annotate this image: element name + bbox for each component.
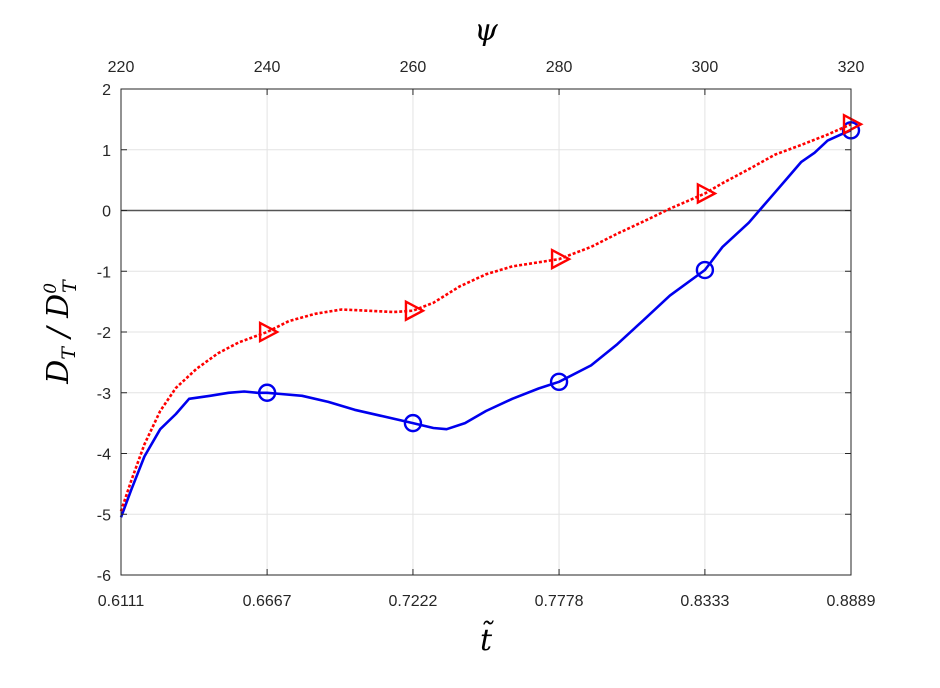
data-point <box>696 182 718 205</box>
y-title-main-2: D <box>41 294 76 319</box>
ticks: 0.6111 220 0.6667 240 0.7222 260 0.7778 280 0.83… <box>97 59 876 610</box>
x-tick-label: 0.8889 <box>827 593 876 610</box>
data-point <box>695 260 715 280</box>
series-1 <box>119 121 861 518</box>
x2-tick-label: 300 <box>692 59 719 76</box>
x-axis-title: t̃ <box>480 620 495 658</box>
y-tick-label: 2 <box>102 82 111 99</box>
data-point <box>550 248 572 271</box>
top-axis-title: ψ <box>474 13 498 48</box>
y-axis-title: DT / D0T <box>41 279 81 385</box>
y-tick-label: 1 <box>102 143 111 160</box>
data-point <box>549 372 569 392</box>
y-tick-label: 0 <box>102 204 111 221</box>
x-tick-label: 0.6111 <box>98 593 145 610</box>
x-tick-label: 0.7222 <box>388 593 437 610</box>
y-tick-label: -2 <box>97 325 111 342</box>
y-tick-label: -4 <box>97 447 111 464</box>
x-tick-label: 0.6667 <box>243 593 292 610</box>
y-tick-label: -3 <box>97 386 111 403</box>
x2-tick-label: 220 <box>108 59 135 76</box>
series-line <box>119 129 852 518</box>
data-point <box>258 321 280 343</box>
x2-tick-label: 320 <box>838 59 865 76</box>
data-point <box>257 383 277 402</box>
data-point <box>403 413 423 433</box>
y-title-sup: 0 <box>41 283 61 294</box>
y-title-main: D <box>41 360 76 385</box>
x2-tick-label: 240 <box>254 59 281 76</box>
y-title-div: / <box>41 318 76 347</box>
x-tick-label: 0.7778 <box>535 593 584 610</box>
x-tick-label: 0.8333 <box>680 593 729 610</box>
y-tick-label: -6 <box>97 568 111 585</box>
data-point <box>404 299 426 322</box>
grid <box>120 88 852 576</box>
series-2 <box>119 113 864 512</box>
x2-tick-label: 260 <box>400 59 427 76</box>
y-tick-label: -5 <box>97 507 111 524</box>
y-tick-label: -1 <box>97 264 111 281</box>
y-title-sub: T <box>58 346 80 360</box>
data-point <box>842 113 864 136</box>
series-layer <box>119 113 864 518</box>
x2-tick-label: 280 <box>546 59 573 76</box>
series-line <box>119 123 852 512</box>
y-title-sub-2: T <box>59 279 81 293</box>
